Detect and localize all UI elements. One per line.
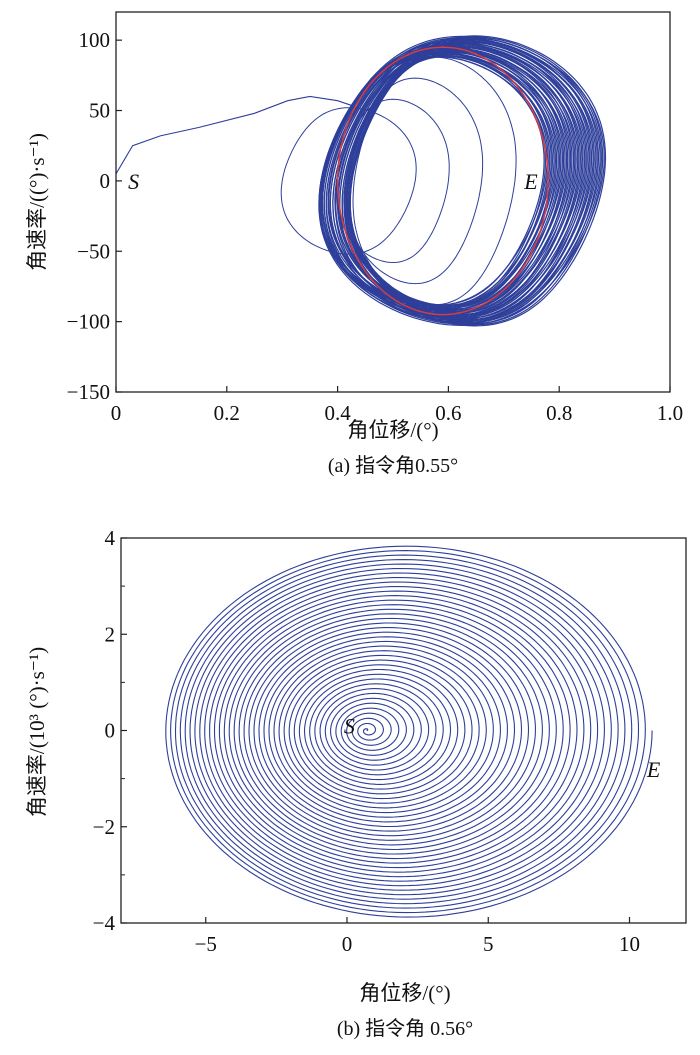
y-tick-label: 0: [100, 169, 111, 193]
y-tick-label: −50: [77, 239, 110, 263]
x-tick-label: −5: [195, 932, 217, 956]
chart-a-end-marker: E: [523, 169, 538, 194]
y-tick-label: 4: [105, 526, 116, 550]
chart-a-limit-cycle: [328, 53, 555, 309]
chart-a-inner-loop: [280, 107, 417, 255]
x-tick-label: 1.0: [657, 401, 683, 425]
chart-a-xlabel: 角位移/(°): [347, 418, 438, 442]
x-tick-label: 0.8: [546, 401, 572, 425]
x-tick-label: 5: [483, 932, 494, 956]
x-tick-label: 10: [619, 932, 640, 956]
chart-b-ticks: −5 0 5 10 4 2 0 −2 −4: [93, 526, 640, 956]
chart-a-limit-cycle: [343, 35, 607, 327]
x-tick-label: 0: [111, 401, 122, 425]
chart-b-xlabel: 角位移/(°): [359, 981, 450, 1005]
y-tick-label: −4: [93, 911, 116, 935]
chart-b-ylabel: 角速率/(10³ (°)·s⁻¹): [25, 647, 49, 817]
y-tick-label: 100: [79, 28, 111, 52]
chart-a-plot-frame: [115, 11, 671, 393]
y-tick-label: −150: [67, 380, 110, 404]
y-tick-label: 2: [105, 622, 116, 646]
y-tick-label: −2: [93, 815, 115, 839]
chart-a-limit-cycle: [325, 38, 598, 324]
x-tick-label: 0.2: [214, 401, 240, 425]
chart-a-ylabel: 角速率/((°)·s⁻¹): [25, 133, 49, 271]
x-tick-label: 0: [342, 932, 353, 956]
chart-b-end-marker: E: [646, 757, 661, 782]
chart-a: 0 0.2 0.4 0.6 0.8 1.0 100 50 0 −50 −100 −150 S E 角位…: [25, 11, 683, 477]
chart-a-start-marker: S: [128, 169, 139, 194]
chart-a-inner-loop: [352, 56, 517, 306]
chart-a-limit-cycle: [339, 40, 593, 322]
chart-b-spiral-trajectory: [165, 545, 653, 918]
chart-a-reference-ellipse: [336, 46, 549, 316]
x-tick-label: 0.4: [324, 401, 351, 425]
chart-b-start-marker: S: [344, 714, 355, 739]
chart-a-ticks: 0 0.2 0.4 0.6 0.8 1.0 100 50 0 −50 −100 −150: [67, 28, 683, 425]
chart-a-limit-cycle: [321, 37, 601, 325]
y-tick-label: 50: [89, 99, 110, 123]
chart-b: −5 0 5 10 4 2 0 −2 −4 S E 角位移/(°) 角速率/(10³ (°)·s…: [25, 526, 687, 1040]
y-tick-label: −100: [67, 310, 110, 334]
chart-a-limit-cycle: [320, 51, 559, 311]
chart-a-limit-cycle: [337, 54, 551, 308]
chart-a-trajectory-group: [115, 35, 607, 327]
chart-a-transient-curve: [115, 95, 355, 175]
x-tick-label: 0.6: [435, 401, 461, 425]
chart-a-limit-cycle: [344, 36, 604, 326]
chart-b-caption: (b) 指令角 0.56°: [337, 1017, 473, 1040]
chart-a-limit-cycle: [323, 42, 586, 320]
y-tick-label: 0: [105, 719, 116, 743]
chart-a-caption: (a) 指令角0.55°: [328, 454, 458, 477]
chart-a-limit-cycle: [318, 35, 605, 327]
chart-b-trajectory-group: [165, 545, 653, 918]
chart-a-limit-cycle: [319, 39, 594, 323]
